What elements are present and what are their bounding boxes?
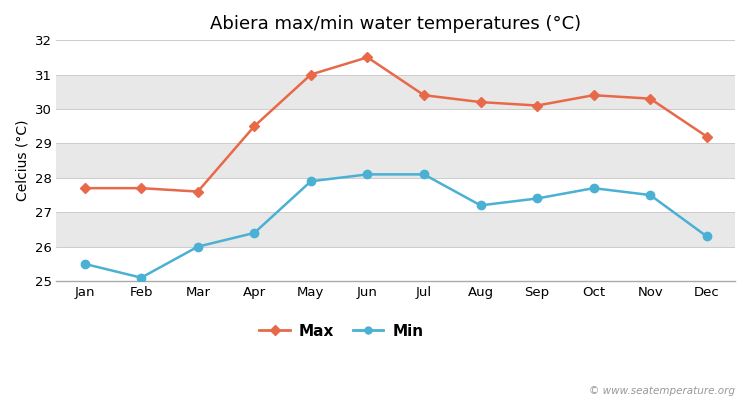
Title: Abiera max/min water temperatures (°C): Abiera max/min water temperatures (°C) — [210, 15, 581, 33]
Min — [194, 244, 202, 249]
Max — [702, 134, 711, 139]
Min — [419, 172, 428, 177]
Min — [646, 193, 655, 198]
Max — [194, 189, 202, 194]
Min — [363, 172, 372, 177]
Max — [250, 124, 259, 128]
Max — [419, 93, 428, 98]
Max — [80, 186, 89, 190]
Max — [363, 55, 372, 60]
Bar — [56, 74, 735, 109]
Max — [136, 186, 146, 190]
Min — [307, 179, 316, 184]
Min — [532, 196, 542, 201]
Max — [307, 72, 316, 77]
Bar — [56, 247, 735, 281]
Bar — [56, 143, 735, 178]
Min — [80, 262, 89, 266]
Line: Min: Min — [80, 170, 711, 282]
Bar — [56, 178, 735, 212]
Y-axis label: Celcius (°C): Celcius (°C) — [15, 120, 29, 201]
Text: © www.seatemperature.org: © www.seatemperature.org — [589, 386, 735, 396]
Max — [590, 93, 598, 98]
Min — [476, 203, 485, 208]
Min — [702, 234, 711, 239]
Legend: Max, Min: Max, Min — [254, 318, 430, 345]
Min — [590, 186, 598, 190]
Max — [532, 103, 542, 108]
Bar — [56, 40, 735, 74]
Bar — [56, 212, 735, 247]
Min — [250, 230, 259, 235]
Max — [476, 100, 485, 104]
Line: Max: Max — [81, 54, 710, 196]
Bar — [56, 109, 735, 143]
Min — [136, 275, 146, 280]
Max — [646, 96, 655, 101]
